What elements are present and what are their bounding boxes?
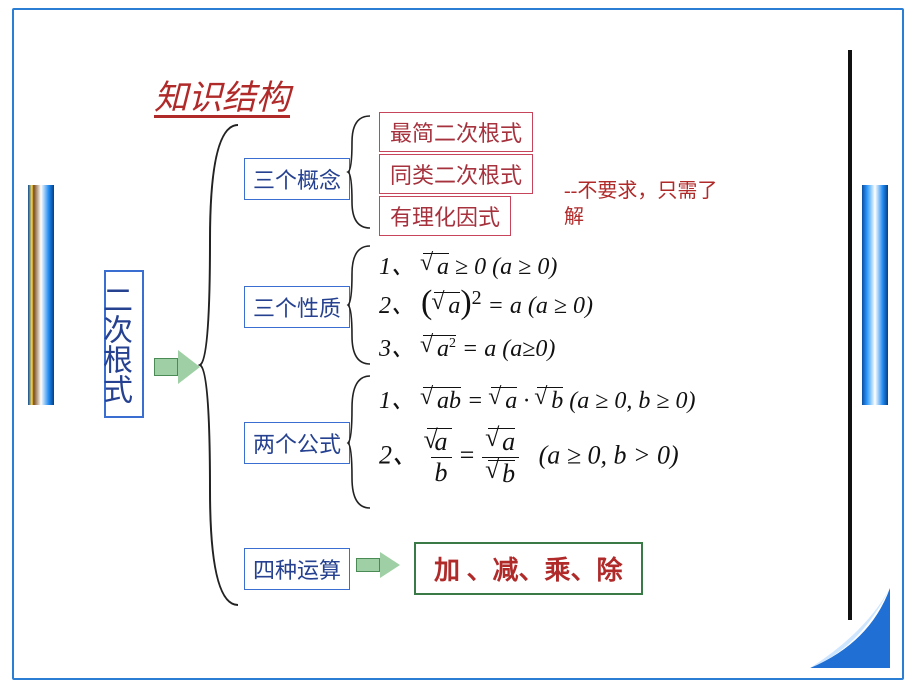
eq: = [467,388,489,414]
root-node: 二次根式 [104,270,144,418]
concept-note: --不要求，只需了解 [564,178,734,230]
lhs: a b [427,428,452,486]
section-properties: 三个性质 [244,286,350,328]
operations-box: 加 、减、乘、除 [414,542,643,595]
idx: 3、 [379,336,415,362]
decoration-bar-left [28,185,54,405]
eq: = a [488,293,522,319]
section-concepts: 三个概念 [244,158,350,200]
eq: = a [462,336,502,362]
arrow-icon [154,350,200,384]
brace-root [198,120,248,610]
radicand: a [423,253,449,281]
cond: (a ≥ 0, b > 0) [539,440,679,469]
rhs-frac: a b [482,428,519,487]
radicand: a2 [423,335,456,363]
property-1: 1、 a ≥ 0 (a ≥ 0) [379,246,557,281]
arrow-icon [356,552,402,578]
cond: (a≥0) [502,336,555,362]
dot: · [523,388,529,414]
formula-1: 1、 ab = a · b (a ≥ 0, b ≥ 0) [379,380,696,415]
diagram-content: 知识结构 二次根式 三个概念 最简二次根式 同类二次根式 有理化因式 --不要求… [94,70,864,650]
lhs: ab [423,387,461,415]
concept-item-1: 最简二次根式 [379,112,533,152]
property-2: 2、 (a)2 = a (a ≥ 0) [379,284,593,322]
brace-properties [346,242,376,368]
slide-frame: 知识结构 二次根式 三个概念 最简二次根式 同类二次根式 有理化因式 --不要求… [12,8,904,680]
formula-2: 2、 a b = a b (a ≥ 0, b > 0) [379,428,679,487]
power: 2 [472,287,482,309]
cond: (a ≥ 0) [492,254,557,280]
section-operations: 四种运算 [244,548,350,590]
cond: (a ≥ 0, b ≥ 0) [569,388,695,414]
concept-item-2: 同类二次根式 [379,154,533,194]
radicand: a [434,292,460,320]
brace-concepts [346,112,376,232]
decoration-bar-right [862,185,888,405]
idx: 1、 [379,388,415,414]
idx: 1、 [379,254,415,280]
idx: 2、 [379,293,415,319]
page-title: 知识结构 [154,70,290,119]
section-formulas: 两个公式 [244,422,350,464]
brace-formulas [346,372,376,512]
cond: (a ≥ 0) [528,293,593,319]
rel: ≥ 0 [455,254,486,280]
r1: a [491,387,517,415]
idx: 2、 [379,440,418,469]
property-3: 3、 a2 = a (a≥0) [379,328,555,363]
concept-item-3: 有理化因式 [379,196,511,236]
eq: = [458,440,482,469]
r2: b [537,387,563,415]
